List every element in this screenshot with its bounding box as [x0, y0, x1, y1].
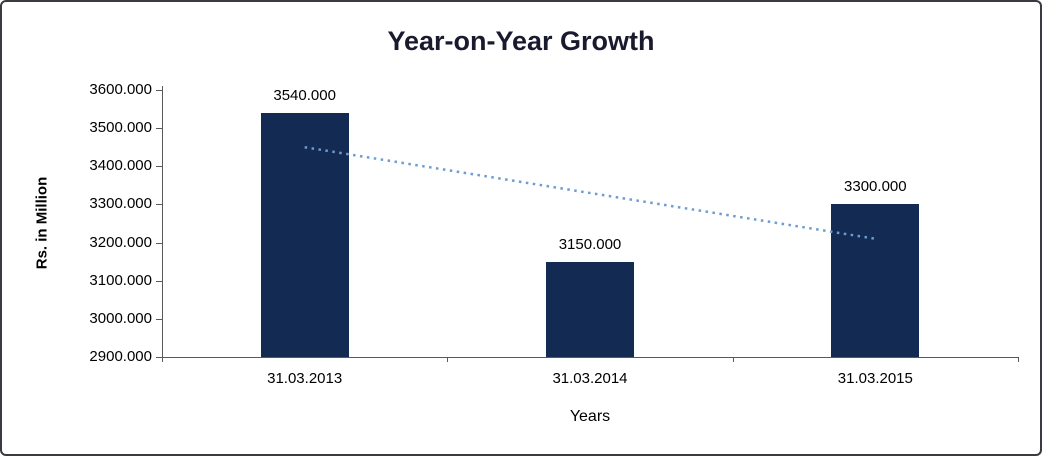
y-tick-mark — [156, 166, 162, 168]
x-tick-mark — [447, 357, 449, 362]
bar-31.03.2015 — [831, 204, 920, 357]
y-tick-label: 3500.000 — [89, 119, 152, 137]
bar-31.03.2014 — [546, 261, 634, 357]
bar-31.03.2013 — [260, 112, 349, 357]
x-tick-mark — [1018, 357, 1019, 362]
y-tick-mark — [156, 242, 162, 244]
y-axis-title: Rs. in Million — [33, 176, 51, 270]
y-axis-line — [162, 86, 163, 358]
y-tick-label: 3300.000 — [89, 195, 152, 213]
y-tick-label: 3400.000 — [89, 157, 152, 175]
x-tick-mark — [732, 357, 734, 362]
chart-title: Year-on-Year Growth — [387, 26, 655, 56]
bar-data-label: 3150.000 — [558, 235, 622, 253]
y-tick-label: 2900.000 — [89, 348, 152, 365]
y-tick-mark — [156, 128, 162, 130]
bar-data-label: 3540.000 — [273, 86, 336, 104]
y-tick-mark — [156, 318, 162, 320]
x-axis-line — [162, 357, 1018, 358]
y-tick-mark — [156, 280, 162, 282]
y-tick-mark — [156, 357, 162, 358]
y-tick-label: 3100.000 — [89, 271, 152, 289]
y-tick-mark — [156, 204, 162, 206]
y-tick-mark — [156, 90, 162, 91]
bar-data-label: 3300.000 — [844, 178, 907, 196]
x-tick-label: 31.03.2015 — [837, 370, 913, 387]
x-tick-mark — [162, 357, 163, 362]
y-tick-label: 3000.000 — [89, 309, 152, 327]
x-axis-title: Years — [569, 408, 611, 425]
x-tick-label: 31.03.2013 — [267, 370, 343, 387]
y-tick-label: 3600.000 — [89, 81, 152, 98]
x-tick-label: 31.03.2014 — [552, 370, 628, 387]
y-tick-label: 3200.000 — [89, 233, 152, 251]
